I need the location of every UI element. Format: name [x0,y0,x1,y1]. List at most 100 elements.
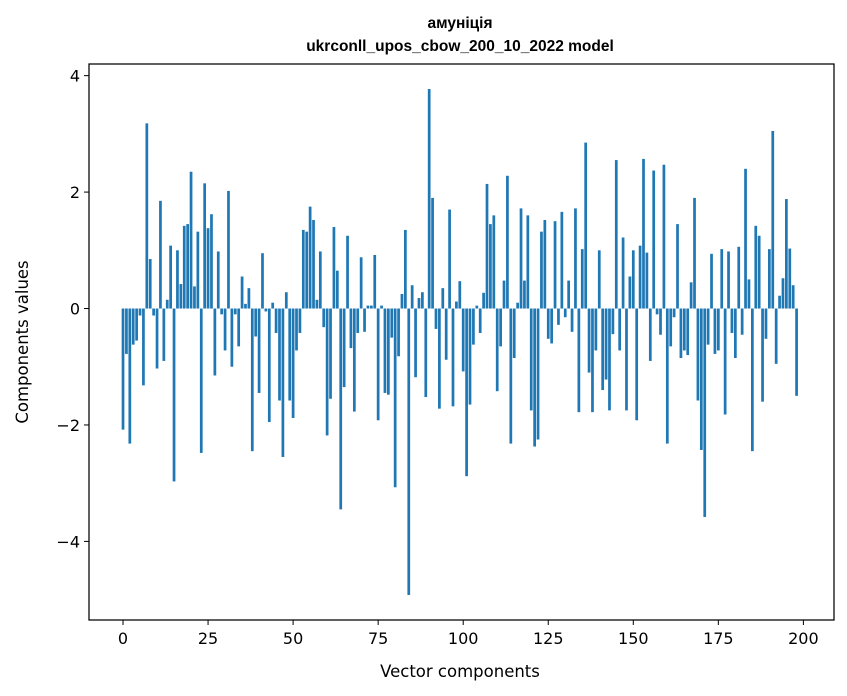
y-axis-label: Components values [13,260,32,423]
bar [492,215,496,309]
bar [628,276,632,309]
bar [301,229,305,309]
bar [543,220,547,309]
bar [189,171,193,309]
bar [387,308,390,395]
bar [291,308,295,418]
bar [135,308,138,341]
bar [421,292,424,309]
bar [744,168,747,309]
bar [305,231,309,309]
bar [693,197,696,309]
bar [322,308,326,328]
bar [560,211,564,309]
bar [699,308,703,450]
bar [404,229,407,309]
bar [642,158,645,309]
bar [489,224,492,309]
bar [438,308,441,409]
bar [254,308,258,337]
bar [148,259,152,309]
bar [227,190,230,309]
bar [162,308,166,361]
bar [352,308,356,412]
bar [771,130,775,309]
bar [584,142,588,309]
bar [233,308,237,315]
bar [594,308,598,351]
bar [441,288,445,309]
bar [553,221,557,309]
bar [468,308,472,405]
bar [237,308,241,347]
bar [672,308,676,318]
bar [591,308,594,413]
bar [427,89,431,309]
x-tick-label: 25 [198,629,218,648]
bar [499,308,502,347]
bar [519,208,523,309]
bar [458,281,462,309]
bar [172,308,176,482]
bar [461,308,465,372]
bar [264,308,268,312]
bar [206,228,210,309]
bar [342,308,346,388]
bar [689,282,693,309]
bar [339,308,343,510]
bar [696,308,700,401]
bar [363,308,366,332]
bar [366,305,370,309]
bar [247,288,251,309]
x-tick-label: 150 [618,629,649,648]
bar [179,284,183,309]
bar [152,308,155,316]
chart-subtitle: ukrconll_upos_cbow_200_10_2022 model [306,38,614,55]
bar [495,308,499,392]
bar [669,308,673,347]
bar [618,308,622,351]
bar [757,235,761,309]
bar [159,200,162,309]
bar [512,308,516,359]
bar [557,308,560,325]
x-tick-label: 75 [368,629,388,648]
bar [220,308,224,315]
bar [216,251,220,309]
y-tick-label: 4 [70,67,80,86]
bar [587,308,591,373]
bar [536,308,540,440]
bar [250,308,254,452]
bar [210,214,213,309]
bar [213,308,217,376]
bar [713,308,717,354]
bar [676,224,679,309]
bar [540,231,543,309]
bar [686,308,690,356]
bar [138,308,142,316]
bar [611,308,615,335]
bar [563,308,567,318]
bar [751,308,754,452]
bar [601,308,605,391]
bar [434,308,438,329]
x-axis-ticks: 0 25 50 75 100 125 150 175 200 [118,620,819,648]
bar [284,292,288,309]
bar [186,224,190,309]
bar [465,308,468,477]
x-tick-label: 200 [788,629,819,648]
bar [482,292,485,309]
bar [730,308,734,333]
bar [523,280,526,309]
bar [516,302,519,309]
bar [580,249,584,309]
y-tick-label: 2 [70,183,80,202]
bar [332,227,336,309]
bar [710,253,713,309]
bar [529,308,533,411]
bar [223,308,227,351]
bar [737,246,741,309]
bar [502,280,506,309]
bar [550,308,554,344]
bar [703,308,707,517]
